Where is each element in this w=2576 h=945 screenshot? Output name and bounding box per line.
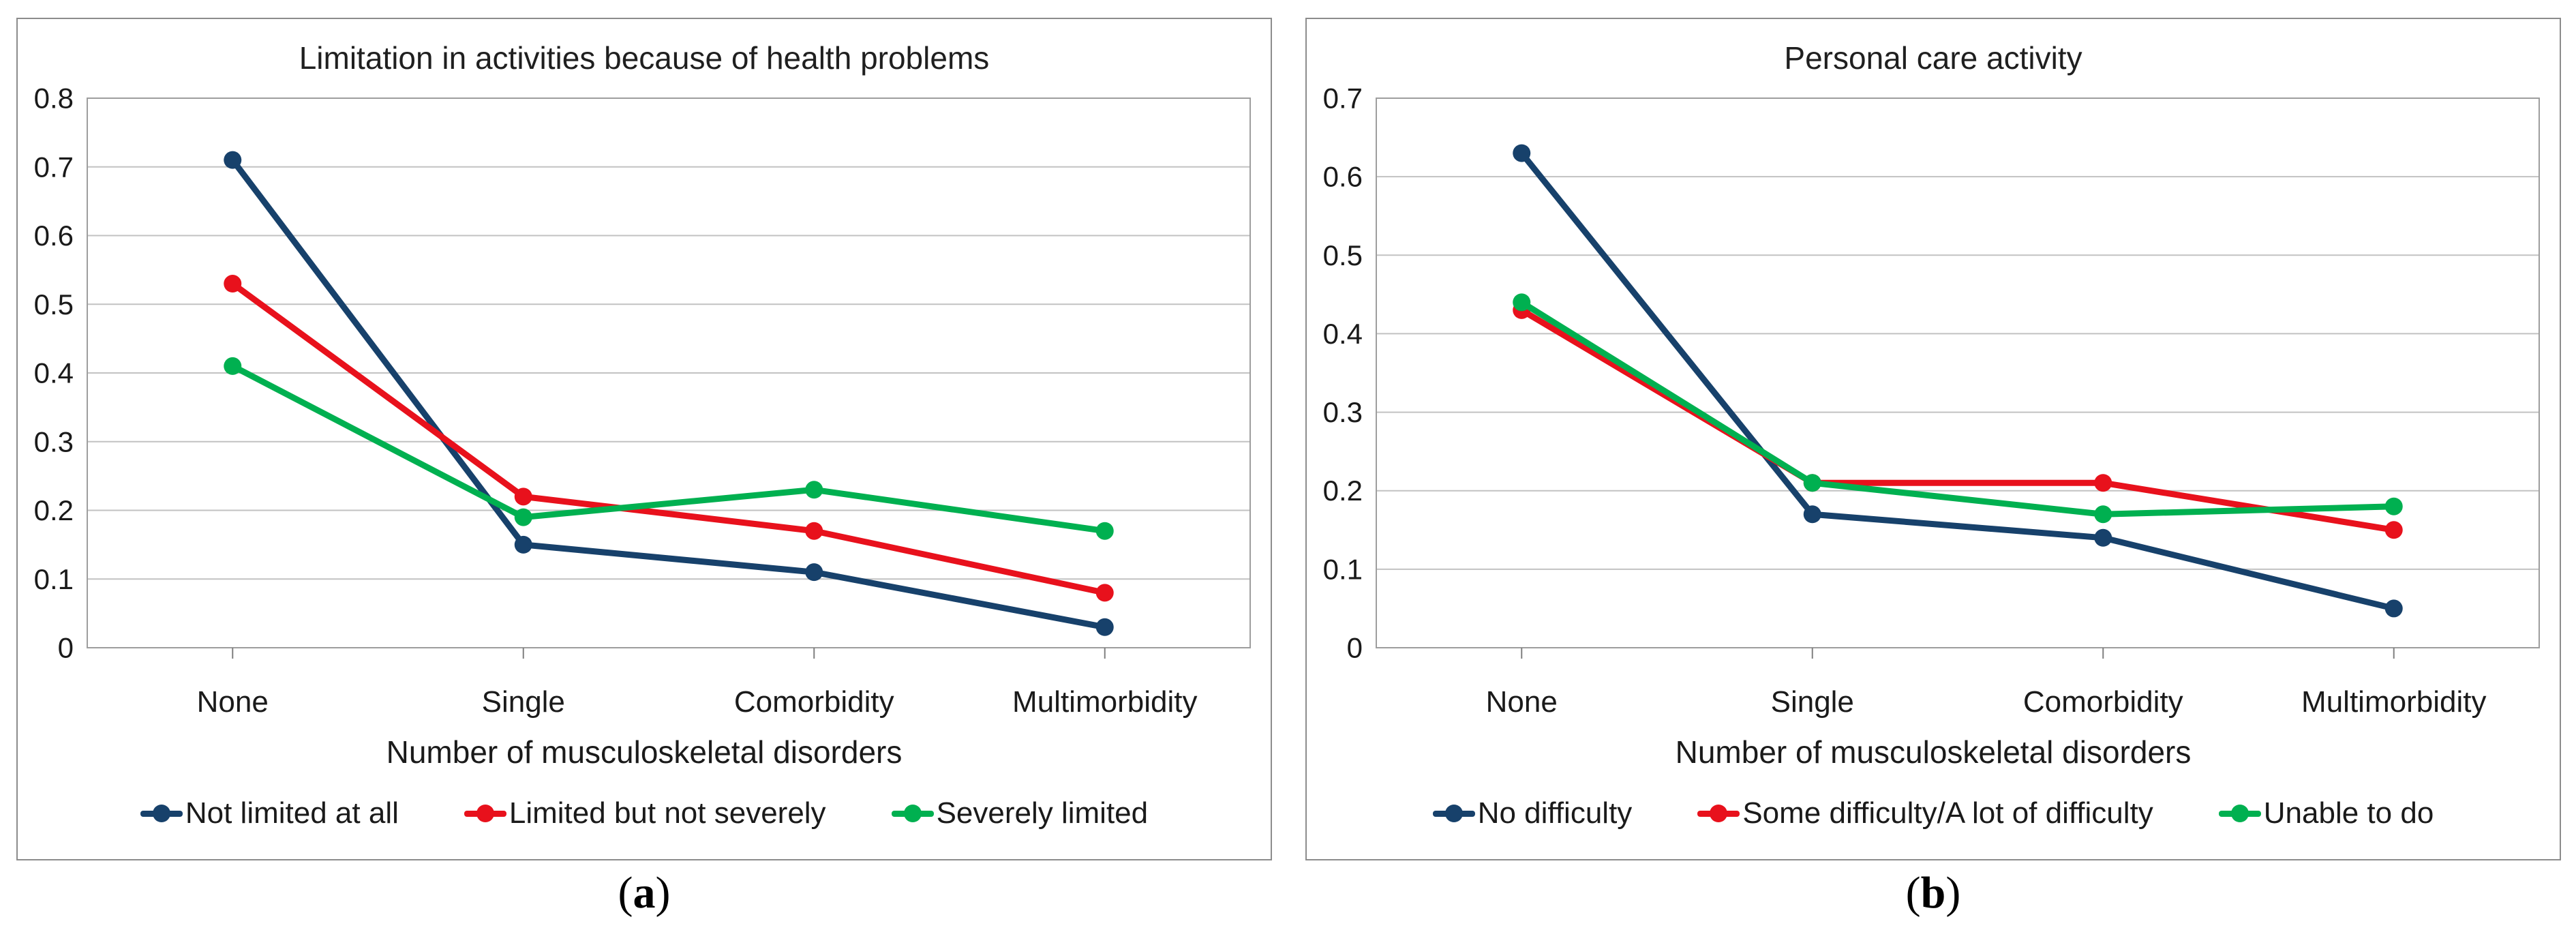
x-axis-title-a: Number of musculoskeletal disorders [386,734,903,770]
data-point-marker [1513,144,1531,162]
series-line-1 [1518,307,2397,533]
series-line-1 [229,280,1108,596]
x-category-label: None [197,685,269,719]
legend-marker-dot [1710,805,1728,822]
series-line-0 [1518,150,2397,612]
legend-label: Not limited at all [185,796,399,830]
x-category-label: Multimorbidity [2301,685,2486,719]
data-point-marker [224,151,242,169]
plot-border [1376,97,2540,648]
y-tick-label: 0 [58,632,74,664]
data-point-marker [224,275,242,293]
series-line-2 [229,363,1108,535]
y-tick-label: 0.3 [1323,396,1363,428]
legend-item: Unable to do [2218,796,2434,830]
data-point-marker [2384,599,2403,618]
legend-marker [140,805,183,822]
chart-panel-b: Personal care activity 0 0.1 0.2 0.3 0.4 0.5 0… [1305,18,2561,860]
plot-border [87,97,1251,648]
y-tick-label: 0.8 [34,82,74,115]
data-point-marker [224,357,242,375]
y-tick-label: 0 [1347,632,1363,664]
caption-a-open: ( [618,868,633,918]
y-tick-label: 0.1 [1323,553,1363,585]
legend-marker-dot [476,805,494,822]
y-tick-label: 0.2 [1323,475,1363,507]
caption-b: (b) [1305,867,2561,919]
y-tick-label: 0.3 [34,425,74,457]
y-tick-label: 0.2 [34,494,74,526]
legend-item: Severely limited [891,796,1149,830]
legend-marker [891,805,934,822]
y-tick-label: 0.4 [1323,318,1363,350]
caption-a-letter: a [633,868,656,918]
x-category-label: Multimorbidity [1012,685,1197,719]
data-point-marker [1803,505,1821,524]
caption-b-letter: b [1920,868,1946,918]
x-category-label: Comorbidity [2023,685,2183,719]
data-point-marker [805,481,823,499]
legend-a: Not limited at all Limited but not severe… [18,796,1271,830]
legend-marker-dot [152,805,170,822]
data-point-marker [514,487,532,506]
y-tick-label: 0.7 [34,151,74,183]
legend-item: Some difficulty/A lot of difficulty [1697,796,2153,830]
y-tick-label: 0.5 [34,288,74,320]
y-tick-label: 0.7 [1323,82,1363,115]
legend-item: No difficulty [1432,796,1633,830]
legend-marker [2218,805,2261,822]
x-axis-title-b: Number of musculoskeletal disorders [1675,734,2192,770]
legend-marker [1432,805,1475,822]
legend-item: Not limited at all [140,796,399,830]
data-point-marker [1095,618,1114,636]
legend-marker [1697,805,1740,822]
data-point-marker [514,535,532,554]
caption-a: (a) [16,867,1272,919]
y-tick-label: 0.5 [1323,239,1363,271]
data-point-marker [1095,584,1114,602]
data-point-marker [2094,528,2112,547]
x-category-label: Single [482,685,565,719]
chart-title-a: Limitation in activities because of heal… [299,40,990,76]
series-line-0 [229,157,1108,631]
chart-panel-a: Limitation in activities because of heal… [16,18,1272,860]
caption-a-close: ) [655,868,671,918]
legend-label: Some difficulty/A lot of difficulty [1742,796,2153,830]
legend-label: Unable to do [2263,796,2434,830]
legend-marker-dot [903,805,922,822]
data-point-marker [2094,474,2112,492]
legend-marker [464,805,506,822]
legend-marker-dot [2230,805,2249,822]
y-tick-label: 0.1 [34,563,74,595]
y-tick-label: 0.4 [34,357,74,389]
chart-plot-a: 0 0.1 0.2 0.3 0.4 0.5 0.6 0.7 0.8 None Single Comor… [34,82,1251,719]
data-point-marker [2094,505,2112,524]
data-point-marker [805,522,823,540]
x-category-label: Single [1771,685,1854,719]
chart-plot-b: 0 0.1 0.2 0.3 0.4 0.5 0.6 0.7 None Single Comorbid… [1323,82,2540,719]
legend-marker-dot [1444,805,1463,822]
data-point-marker [1803,474,1821,492]
data-point-marker [805,563,823,582]
y-tick-label: 0.6 [34,220,74,252]
y-tick-label: 0.6 [1323,161,1363,193]
x-category-label: Comorbidity [734,685,894,719]
data-point-marker [1513,293,1531,312]
chart-title-b: Personal care activity [1784,40,2082,76]
caption-b-open: ( [1905,868,1921,918]
caption-b-close: ) [1945,868,1961,918]
data-point-marker [2384,497,2403,515]
series-line-2 [1518,299,2397,518]
data-point-marker [1095,522,1114,540]
legend-b: No difficulty Some difficulty/A lot of di… [1307,796,2560,830]
legend-item: Limited but not severely [464,796,826,830]
x-category-label: None [1486,685,1558,719]
legend-label: No difficulty [1477,796,1633,830]
legend-label: Severely limited [936,796,1149,830]
data-point-marker [2384,521,2403,539]
data-point-marker [514,508,532,526]
legend-label: Limited but not severely [509,796,826,830]
